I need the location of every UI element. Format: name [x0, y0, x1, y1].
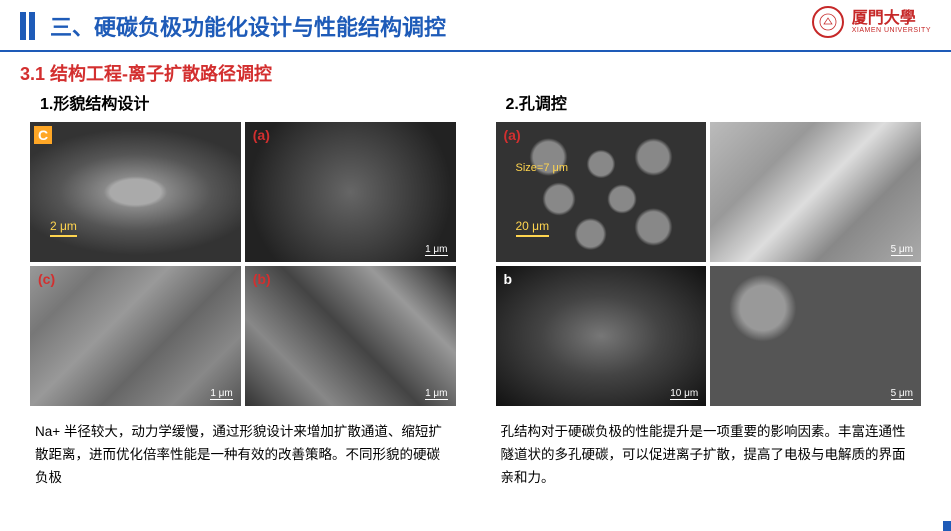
image-scale-bar: 1 μm: [425, 244, 447, 256]
image-panel-label: (b): [249, 270, 275, 288]
image-panel-label: (a): [500, 126, 525, 144]
right-column: 2.孔调控 (a) Size=7 μm 20 μm 5 μm b 10 μm 5 μm 孔结…: [496, 90, 922, 490]
image-scale-bar: 5 μm: [891, 388, 913, 400]
right-sem-image-2: b 10 μm: [496, 266, 707, 406]
left-column: 1.形貌结构设计 C 2 μm (a) 1 μm (c) 1 μm (b) 1 μm Na+ …: [30, 90, 456, 490]
image-panel-label: (c): [34, 270, 59, 288]
image-scale-bar: 2 μm: [50, 219, 77, 237]
left-sem-image-2: (c) 1 μm: [30, 266, 241, 406]
right-image-grid: (a) Size=7 μm 20 μm 5 μm b 10 μm 5 μm: [496, 122, 922, 406]
logo-english: XIAMEN UNIVERSITY: [852, 27, 931, 34]
right-description: 孔结构对于硬碳负极的性能提升是一项重要的影响因素。丰富连通性隧道状的多孔硬碳，可…: [496, 421, 922, 490]
image-size-annotation: Size=7 μm: [516, 162, 569, 174]
left-description: Na+ 半径较大，动力学缓慢，通过形貌设计来增加扩散通道、缩短扩散距离，进而优化…: [30, 421, 456, 490]
logo-chinese: 厦門大學: [852, 11, 931, 27]
left-column-title: 1.形貌结构设计: [30, 90, 456, 114]
header-accent-bars: [20, 12, 35, 40]
left-sem-image-0: C 2 μm: [30, 122, 241, 262]
section-title: 3.1 结构工程-离子扩散路径调控: [0, 52, 951, 90]
right-sem-image-1: 5 μm: [710, 122, 921, 262]
image-scale-bar: 20 μm: [516, 219, 550, 237]
image-panel-label: b: [500, 270, 517, 288]
left-sem-image-3: (b) 1 μm: [245, 266, 456, 406]
left-image-grid: C 2 μm (a) 1 μm (c) 1 μm (b) 1 μm: [30, 122, 456, 406]
image-panel-label: (a): [249, 126, 274, 144]
slide-header: 三、硬碳负极功能化设计与性能结构调控 厦門大學 XIAMEN UNIVERSIT…: [0, 0, 951, 52]
image-scale-bar: 1 μm: [210, 388, 232, 400]
image-scale-bar: 5 μm: [891, 244, 913, 256]
university-logo: 厦門大學 XIAMEN UNIVERSITY: [812, 6, 931, 38]
logo-text: 厦門大學 XIAMEN UNIVERSITY: [852, 11, 931, 34]
footer-accent: [943, 521, 951, 531]
right-sem-image-3: 5 μm: [710, 266, 921, 406]
right-column-title: 2.孔调控: [496, 90, 922, 114]
right-sem-image-0: (a) Size=7 μm 20 μm: [496, 122, 707, 262]
content-area: 1.形貌结构设计 C 2 μm (a) 1 μm (c) 1 μm (b) 1 μm Na+ …: [0, 90, 951, 490]
header-title: 三、硬碳负极功能化设计与性能结构调控: [50, 10, 446, 42]
image-scale-bar: 10 μm: [670, 388, 698, 400]
left-sem-image-1: (a) 1 μm: [245, 122, 456, 262]
image-panel-label: C: [34, 126, 52, 144]
image-scale-bar: 1 μm: [425, 388, 447, 400]
logo-seal-icon: [812, 6, 844, 38]
